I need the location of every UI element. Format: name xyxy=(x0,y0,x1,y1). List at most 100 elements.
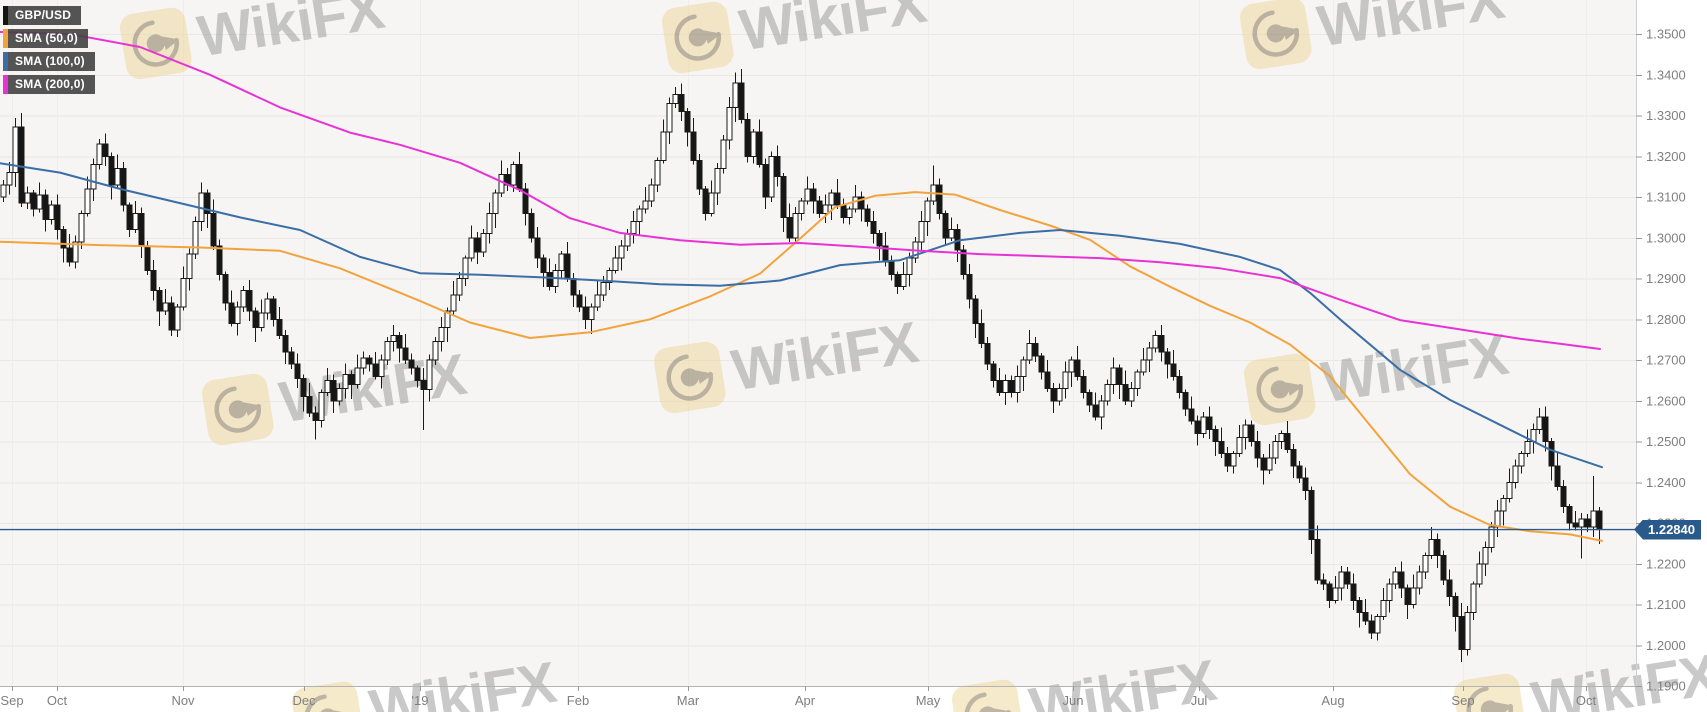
y-axis-label: 1.3400 xyxy=(1646,67,1686,82)
candle xyxy=(960,245,967,280)
candle xyxy=(540,254,547,288)
candle xyxy=(654,157,661,193)
eagle-icon xyxy=(703,30,722,44)
candle xyxy=(1200,412,1207,439)
candle xyxy=(1590,476,1597,537)
candle xyxy=(1074,346,1081,381)
candle xyxy=(1128,382,1135,407)
candle xyxy=(594,280,601,312)
candle xyxy=(84,176,91,217)
candle xyxy=(1560,479,1567,513)
candle xyxy=(1194,415,1201,446)
candle xyxy=(1368,614,1375,640)
eagle-icon xyxy=(1285,382,1304,396)
y-axis-label: 1.2600 xyxy=(1646,393,1686,408)
eagle-icon xyxy=(228,400,247,419)
eagle-icon xyxy=(964,692,1011,712)
candle xyxy=(1506,468,1513,503)
candle xyxy=(1014,365,1021,403)
y-axis-label: 1.2400 xyxy=(1646,475,1686,490)
candle xyxy=(402,333,409,365)
candle xyxy=(816,196,823,219)
candle xyxy=(90,158,97,202)
candle xyxy=(1548,437,1555,481)
candle xyxy=(996,368,1003,396)
candle xyxy=(1134,369,1141,396)
candle xyxy=(732,72,739,123)
candle xyxy=(492,189,499,228)
candle xyxy=(336,383,343,406)
legend-tab-sma200[interactable]: SMA (200,0) xyxy=(3,75,95,94)
eagle-icon xyxy=(688,28,707,47)
candle xyxy=(1086,389,1093,413)
candle xyxy=(1446,569,1453,607)
candle xyxy=(126,202,133,237)
y-axis-label: 1.2000 xyxy=(1646,638,1686,653)
candle xyxy=(186,248,193,291)
candle xyxy=(774,145,781,187)
candle xyxy=(462,255,469,286)
candle xyxy=(762,158,769,210)
eagle-icon xyxy=(978,706,997,712)
candle xyxy=(258,299,265,332)
candle xyxy=(390,324,397,352)
y-axis-label: 1.1900 xyxy=(1646,679,1686,694)
candle xyxy=(1464,606,1471,656)
candle xyxy=(12,117,19,188)
candle xyxy=(738,69,745,124)
candle xyxy=(972,295,979,338)
candle xyxy=(120,161,127,212)
candle xyxy=(162,289,169,316)
candle xyxy=(1170,350,1177,381)
sma100-line xyxy=(0,162,1603,469)
candle xyxy=(480,228,487,257)
candle xyxy=(756,119,763,168)
candle xyxy=(1500,494,1507,526)
candle xyxy=(780,172,787,233)
x-axis-label: '19 xyxy=(412,693,429,708)
candle xyxy=(474,232,481,265)
candle xyxy=(1326,581,1333,608)
legend-tab-sma50[interactable]: SMA (50,0) xyxy=(3,29,88,48)
y-axis-label: 1.2800 xyxy=(1646,312,1686,327)
candle xyxy=(522,183,529,226)
candle xyxy=(924,197,931,237)
candle xyxy=(648,178,655,208)
candle xyxy=(1284,421,1291,453)
candle xyxy=(1098,395,1105,430)
candle xyxy=(1260,454,1267,485)
eagle-icon xyxy=(1281,26,1300,40)
y-axis-label: 1.2200 xyxy=(1646,556,1686,571)
candle xyxy=(108,152,115,200)
wikifx-watermark: WikiFX xyxy=(654,310,923,414)
candle xyxy=(690,117,697,165)
candle xyxy=(1152,330,1159,353)
eagle-icon xyxy=(1495,702,1514,712)
candle xyxy=(1140,347,1147,376)
candle xyxy=(372,351,379,380)
candle xyxy=(150,259,157,301)
candle xyxy=(1068,356,1075,387)
candle xyxy=(1566,503,1573,531)
candle xyxy=(744,113,751,163)
candle xyxy=(270,296,277,327)
y-axis-label: 1.3300 xyxy=(1646,108,1686,123)
legend-tab-sma100[interactable]: SMA (100,0) xyxy=(3,52,95,71)
candle xyxy=(396,331,403,363)
candle xyxy=(1206,406,1213,440)
candle xyxy=(306,382,313,418)
candle xyxy=(1008,375,1015,398)
candle xyxy=(1338,566,1345,601)
watermark-badge xyxy=(292,681,364,712)
candle xyxy=(438,316,445,352)
legend-tab-symbol[interactable]: GBP/USD xyxy=(3,6,82,25)
candle xyxy=(1452,592,1459,632)
x-axis-label: May xyxy=(916,693,941,708)
eagle-icon xyxy=(214,386,261,433)
candle xyxy=(1350,573,1357,611)
candle xyxy=(588,303,595,334)
candle xyxy=(726,96,733,150)
y-axis-label: 1.2100 xyxy=(1646,597,1686,612)
candle xyxy=(1524,429,1531,457)
